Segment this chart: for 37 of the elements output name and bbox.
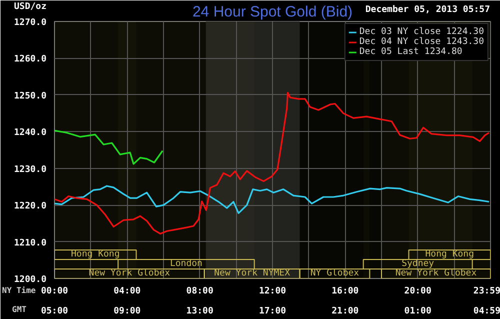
y-tick-label: 1250.0 [14, 91, 47, 102]
legend-label: Dec 04 NY close 1243.30 [359, 37, 484, 47]
x2-tick-label: 05:00 [40, 306, 68, 316]
x2-tick-label: 01:00 [404, 306, 432, 316]
x2-axis-title: GMT [12, 304, 26, 316]
line-series [54, 185, 490, 214]
y-tick-label: 1260.0 [14, 54, 47, 65]
line-series [54, 130, 164, 165]
chart-title: 24 Hour Spot Gold (Bid) [192, 4, 353, 20]
x-tick-label: 16:00 [332, 286, 359, 296]
x2-tick-label: 21:00 [332, 306, 359, 316]
y-tick-label: 1240.0 [14, 128, 47, 138]
y-tick-label: 1270.0 [14, 18, 47, 28]
y-tick-label: 1220.0 [14, 202, 47, 212]
y-tick-label: 1230.0 [14, 164, 47, 175]
band-label: Sydney [402, 259, 435, 270]
x2-tick-label: 04:59 [473, 306, 500, 316]
chart-subtitle: December 05, 2013 05:57 [365, 4, 490, 17]
x-tick-label: 20:00 [404, 286, 432, 296]
legend-label: Dec 05 Last 1234.80 [359, 47, 462, 57]
x2-tick-label: 13:00 [186, 306, 214, 316]
x-tick-label: 04:00 [114, 286, 141, 296]
legend-label: Dec 03 NY close 1224.30 [359, 27, 484, 37]
x-tick-label: 23:59 [473, 286, 500, 296]
x-tick-label: 00:00 [40, 286, 68, 296]
y-axis-title: USD/oz [14, 1, 47, 14]
line-series [54, 92, 490, 235]
x-axis-title: NY Time [2, 285, 36, 296]
y-tick-label: 1210.0 [14, 238, 47, 248]
band-label: Hong Kong [70, 250, 120, 260]
band-label: London [170, 259, 202, 270]
y-tick-label: 1200.0 [14, 275, 47, 285]
x2-tick-label: 17:00 [258, 306, 286, 316]
x2-tick-label: 09:00 [114, 306, 141, 316]
x-tick-label: 12:00 [258, 286, 286, 296]
band-label: Hong Kong [425, 250, 474, 260]
x-tick-label: 08:00 [186, 286, 214, 296]
